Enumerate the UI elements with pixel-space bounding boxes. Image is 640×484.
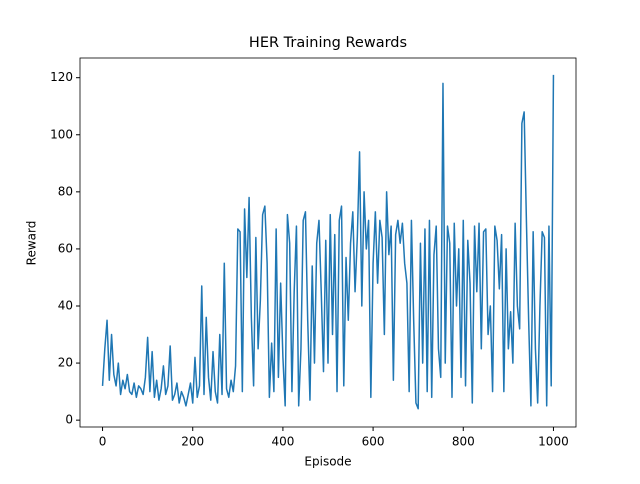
x-tick-label: 400 xyxy=(271,435,294,449)
plot-frame xyxy=(79,57,577,428)
x-tick-label: 0 xyxy=(99,435,107,449)
y-axis-label: Reward xyxy=(25,221,39,266)
x-tick-label: 600 xyxy=(362,435,385,449)
y-tick-label: 20 xyxy=(58,356,73,370)
y-tick-label: 0 xyxy=(65,413,73,427)
y-tick-label: 100 xyxy=(50,127,73,141)
x-tick-label: 200 xyxy=(181,435,204,449)
chart-title: HER Training Rewards xyxy=(249,35,407,51)
x-axis-label: Episode xyxy=(304,455,351,469)
y-tick-label: 40 xyxy=(58,298,73,312)
line xyxy=(101,74,555,410)
y-tick-label: 120 xyxy=(50,70,73,84)
y-tick-label: 60 xyxy=(58,241,73,255)
y-tick-label: 80 xyxy=(58,184,73,198)
x-tick-label: 800 xyxy=(452,435,475,449)
x-tick-label: 1000 xyxy=(538,435,569,449)
